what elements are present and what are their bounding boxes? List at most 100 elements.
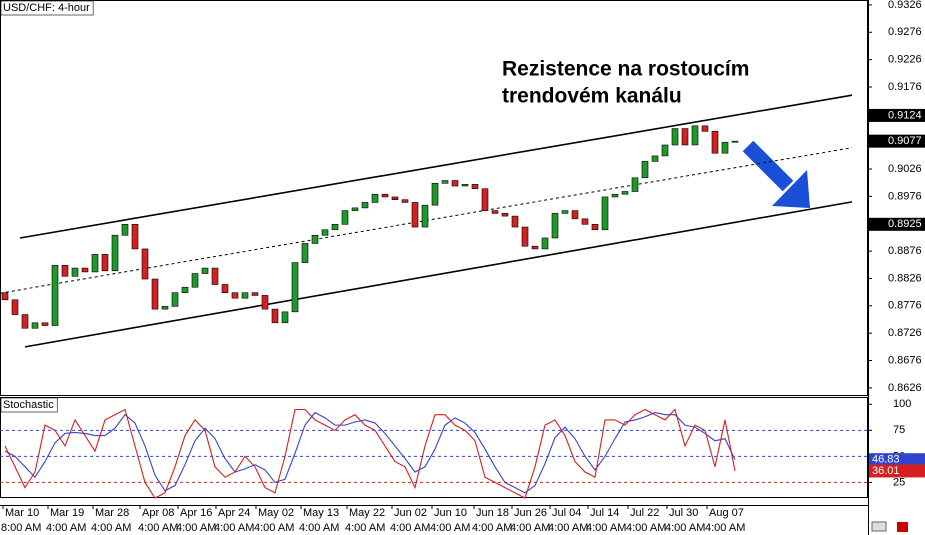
y-tick-label: 25 [893,476,905,488]
candle [571,210,579,220]
panel-title: Stochastic [3,399,54,411]
candle [651,155,659,162]
x-tick-label: Jul 04 [552,507,581,519]
candle [531,245,539,250]
icon[interactable] [897,522,908,532]
x-tick-time: 4:00 AM [586,522,626,534]
candle [341,210,349,225]
x-tick-time: 4:00 AM [176,522,216,534]
icon[interactable] [871,521,887,532]
candle [231,292,239,299]
y-tick-label: 0.9026 [888,163,922,175]
x-tick-time: 4:00 AM [138,522,178,534]
x-tick-label: Jul 30 [669,507,698,519]
annotation: trendovém kanálu [502,85,682,108]
candle [21,314,29,329]
x-tick-time: 4:00 AM [254,522,294,534]
y-tick-label: 75 [893,424,905,436]
candle [161,306,169,310]
candle [581,218,589,225]
candle [331,224,339,231]
main-panel [0,0,868,396]
x-tick-time: 4:00 AM [705,522,745,534]
candle [521,226,529,247]
panel-title-box [0,397,58,413]
candle [1,292,9,301]
x-tick-time: 4:00 AM [510,522,550,534]
candle [301,243,309,263]
y-tick-label: 0.8876 [888,245,922,257]
price-label [869,108,925,122]
x-tick-label: Jun 02 [394,507,427,519]
x-tick-time: 4:00 AM [665,522,705,534]
y-tick-label: 0.8976 [888,190,922,202]
candle [541,237,549,250]
candle [491,210,499,214]
price-label-text: 0.8925 [888,218,922,230]
candle [391,196,399,200]
candle [131,224,139,250]
x-tick-label: Apr 08 [142,507,174,519]
candle [171,292,179,307]
candle [501,213,509,217]
stoch-line [4,408,736,499]
candle [421,204,429,228]
candle [211,267,219,285]
y-tick-label: 0.9276 [888,26,922,38]
panel-title: USD/CHF: 4-hour [3,2,90,14]
candle [71,267,79,277]
candle [441,180,449,184]
candle [701,125,709,132]
candle [551,213,559,239]
candle [711,131,719,154]
candle [101,254,109,272]
arrow-shaft [742,140,794,192]
candle [681,128,689,146]
candle [321,229,329,236]
y-tick-label: 0.9226 [888,54,922,66]
candle [61,265,69,277]
x-tick-label: Apr 16 [180,507,212,519]
candle [51,265,59,326]
candle [661,144,669,157]
price-label-text: 0.9124 [888,109,922,121]
candle [261,295,269,310]
x-tick-time: 4:00 AM [214,522,254,534]
candle [561,210,569,214]
x-tick-label: Mar 19 [50,507,84,519]
x-tick-time: 8:00 AM [1,522,41,534]
panel-title-box [0,0,94,16]
channel-line [19,94,853,239]
current-value [869,464,925,478]
candle [151,278,159,310]
x-tick-label: Jun 26 [514,507,547,519]
stochastic-panel [0,397,868,498]
candle [241,292,249,299]
candle [221,284,229,293]
candle [671,128,679,146]
candle [281,311,289,324]
candle [461,184,469,187]
x-tick-label: May 02 [258,507,294,519]
candle [141,248,149,280]
candle [111,234,119,272]
x-tick-label: Apr 24 [218,507,250,519]
candle [11,299,19,315]
candle [691,125,699,146]
x-tick-time: 4:00 AM [299,522,339,534]
x-tick-label: Aug 07 [709,507,744,519]
candle [291,262,299,313]
candle [251,292,259,296]
x-tick-label: Mar 28 [95,507,129,519]
x-tick-time: 4:00 AM [345,522,385,534]
x-tick-label: Jun 10 [434,507,467,519]
candle [451,180,459,187]
candle [591,224,599,231]
x-tick-time: 4:00 AM [430,522,470,534]
y-tick-label: 0.8726 [888,327,922,339]
current-value-text: 46.83 [872,454,900,466]
candle [381,193,389,198]
candle [201,267,209,274]
candle [371,193,379,203]
